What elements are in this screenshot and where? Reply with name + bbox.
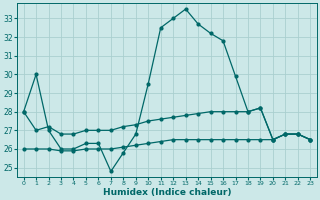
X-axis label: Humidex (Indice chaleur): Humidex (Indice chaleur)	[103, 188, 231, 197]
